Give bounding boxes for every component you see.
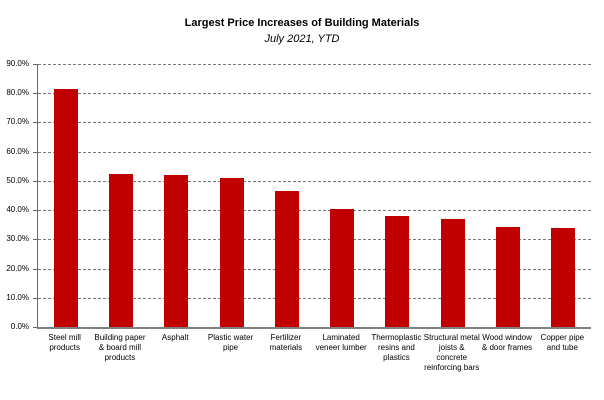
y-axis-tick-mark: [33, 93, 37, 95]
y-tick-label: 0.0%: [10, 322, 29, 331]
category-label: Laminated veneer lumber: [315, 333, 367, 352]
y-tick-label: 60.0%: [6, 146, 29, 156]
gridline: [38, 297, 591, 299]
category-label: Steel mill products: [48, 333, 81, 352]
bar: [108, 173, 133, 327]
bar: [53, 89, 78, 327]
category-label: Building paper & board mill products: [94, 333, 146, 362]
gridline: [38, 151, 591, 153]
y-tick-label: 30.0%: [6, 234, 29, 244]
category-label: Fertilizer materials: [269, 333, 303, 352]
y-axis-tick-mark: [33, 327, 37, 328]
gridline: [38, 268, 591, 270]
y-tick-label: 70.0%: [6, 117, 29, 127]
bar: [385, 215, 410, 327]
bar: [219, 177, 244, 327]
y-axis-tick-mark: [33, 151, 37, 153]
y-tick-label: 40.0%: [6, 205, 29, 215]
gridline: [38, 122, 591, 124]
y-tick-label: 20.0%: [6, 263, 29, 273]
y-axis: 0.0% 10.0% 20.0% 30.0% 40.0% 50.0% 60.0% 70.0% 8…: [0, 59, 37, 331]
gridline: [38, 180, 591, 182]
bar: [440, 219, 465, 327]
y-axis-tick-mark: [33, 122, 37, 124]
category-label: Plastic water pipe: [207, 333, 254, 352]
x-axis: Steel mill products Building paper & board …: [37, 333, 590, 393]
bar: [551, 228, 576, 327]
chart-subtitle: July 2021, YTD: [264, 33, 340, 45]
gridline: [38, 64, 591, 65]
bar: [164, 175, 189, 327]
gridline: [38, 93, 591, 95]
chart-title: Largest Price Increases of Building Mate…: [184, 17, 420, 29]
category-label: Thermoplastic resins and plastics: [371, 333, 422, 362]
y-axis-tick-mark: [33, 64, 37, 65]
gridline: [38, 239, 591, 241]
category-label: Copper pipe and tube: [540, 333, 585, 352]
y-tick-label: 90.0%: [6, 59, 29, 68]
bar: [330, 209, 355, 327]
y-axis-tick-mark: [33, 297, 37, 299]
y-axis-tick-mark: [33, 268, 37, 270]
plot-area: [37, 64, 591, 329]
category-label: Asphalt: [161, 333, 189, 342]
bar: [496, 227, 521, 327]
y-tick-label: 50.0%: [6, 175, 29, 185]
y-axis-tick-mark: [33, 180, 37, 182]
y-tick-label: 10.0%: [6, 292, 29, 302]
category-label: Wood window & door frames: [481, 333, 533, 352]
y-tick-label: 80.0%: [6, 88, 29, 98]
gridline: [38, 210, 591, 212]
bar: [274, 191, 299, 327]
y-axis-tick-mark: [33, 239, 37, 241]
y-axis-tick-mark: [33, 210, 37, 212]
category-label: Structural metal joists & concrete reinforc…: [423, 333, 480, 372]
